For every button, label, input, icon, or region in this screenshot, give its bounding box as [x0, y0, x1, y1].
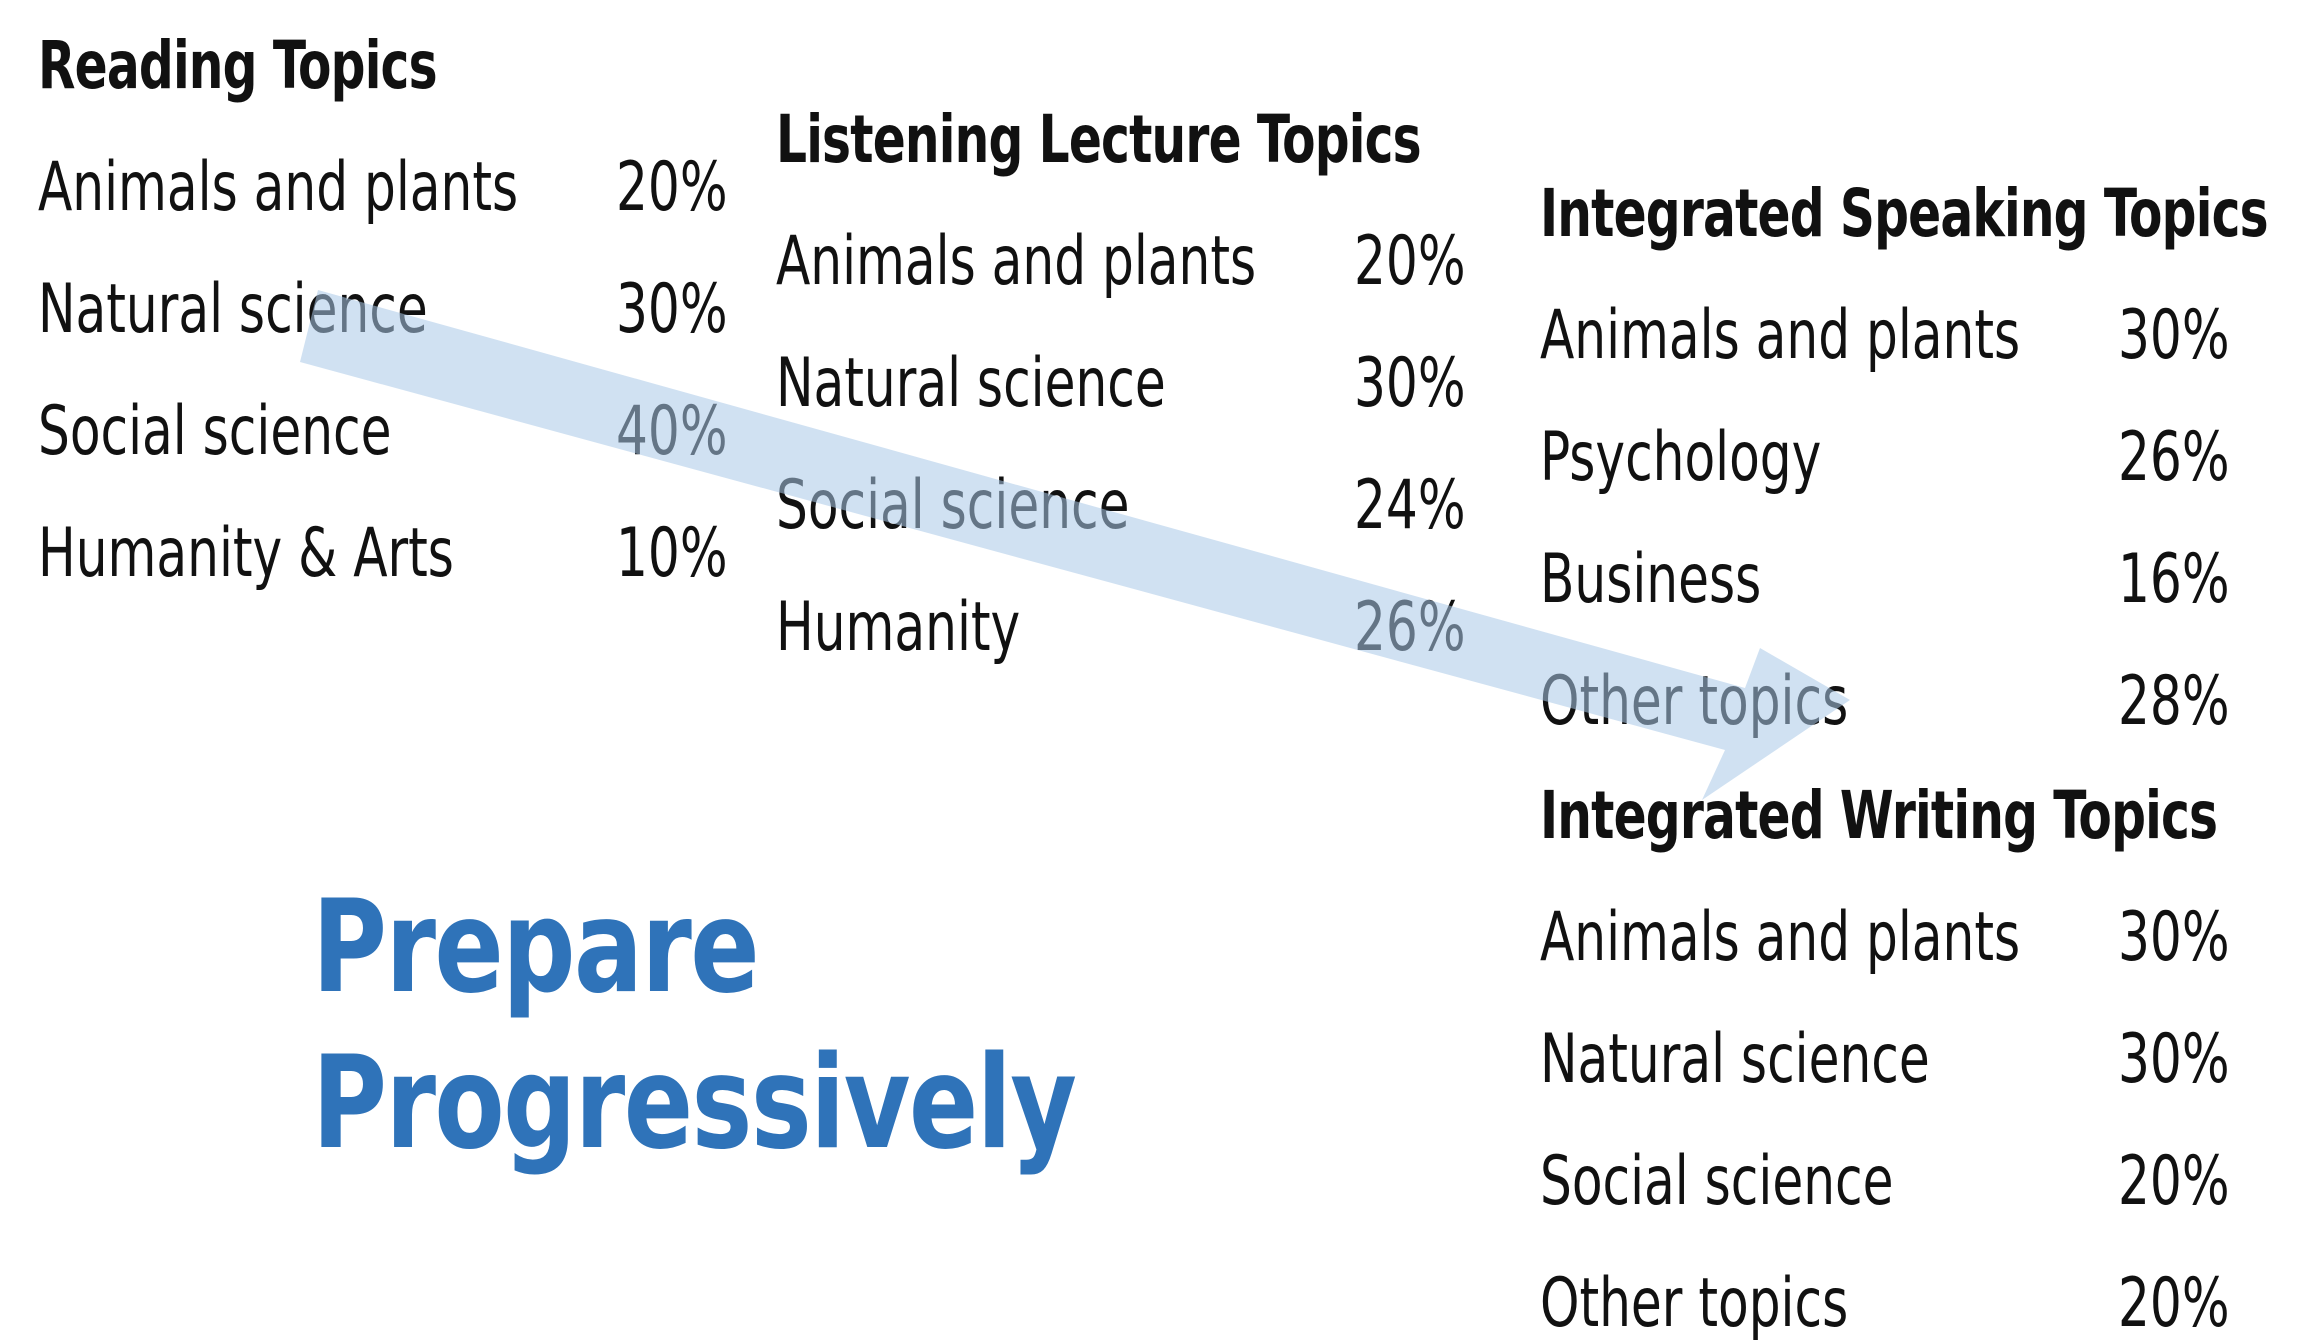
list-item: Animals and plants 20%: [38, 127, 758, 249]
topic-label: Other topics: [1540, 1263, 1849, 1341]
list-item: Animals and plants 30%: [1540, 877, 2260, 999]
topic-label: Psychology: [1540, 417, 1822, 497]
topic-label: Natural science: [38, 269, 428, 349]
topic-percent: 30%: [2118, 295, 2230, 375]
speaking-topics-section: Integrated Speaking Topics Animals and p…: [1540, 175, 2269, 763]
topic-label: Social science: [38, 391, 392, 471]
topic-label: Other topics: [1540, 661, 1849, 741]
writing-topics-title: Integrated Writing Topics: [1540, 777, 2218, 854]
topic-label: Humanity & Arts: [38, 513, 454, 593]
slogan-line-1: Prepare: [312, 873, 760, 1022]
list-item: Animals and plants 20%: [776, 201, 1496, 323]
list-item: Other topics 20%: [1540, 1243, 2260, 1341]
list-item: Natural science 30%: [776, 323, 1496, 445]
slogan-line-2: Progressively: [312, 1029, 1077, 1178]
topic-percent: 30%: [2118, 1019, 2230, 1099]
reading-topics-section: Reading Topics Animals and plants 20% Na…: [38, 27, 758, 615]
writing-topics-section: Integrated Writing Topics Animals and pl…: [1540, 777, 2260, 1341]
topic-percent: 20%: [2118, 1263, 2230, 1341]
topic-label: Animals and plants: [1540, 897, 2021, 977]
topic-label: Animals and plants: [776, 221, 1257, 301]
list-item: Humanity 26%: [776, 567, 1496, 689]
topic-label: Natural science: [1540, 1019, 1930, 1099]
list-item: Natural science 30%: [1540, 999, 2260, 1121]
topic-percent: 26%: [2118, 417, 2230, 497]
list-item: Business 16%: [1540, 519, 2260, 641]
list-item: Social science 24%: [776, 445, 1496, 567]
list-item: Other topics 28%: [1540, 641, 2260, 763]
topic-label: Natural science: [776, 343, 1166, 423]
topic-label: Social science: [776, 465, 1130, 545]
list-item: Social science 40%: [38, 371, 758, 493]
reading-topics-title: Reading Topics: [38, 27, 438, 104]
topic-percent: 16%: [2118, 539, 2230, 619]
topic-percent: 20%: [616, 147, 728, 227]
list-item: Animals and plants 30%: [1540, 275, 2260, 397]
topic-percent: 24%: [1354, 465, 1466, 545]
topic-percent: 40%: [616, 391, 728, 471]
topic-label: Social science: [1540, 1141, 1894, 1221]
topic-label: Humanity: [776, 587, 1021, 667]
topic-percent: 30%: [1354, 343, 1466, 423]
list-item: Psychology 26%: [1540, 397, 2260, 519]
topic-percent: 10%: [616, 513, 728, 593]
topic-label: Animals and plants: [1540, 295, 2021, 375]
listening-topics-section: Listening Lecture Topics Animals and pla…: [776, 101, 1496, 689]
topic-percent: 26%: [1354, 587, 1466, 667]
topic-percent: 20%: [1354, 221, 1466, 301]
list-item: Social science 20%: [1540, 1121, 2260, 1243]
list-item: Natural science 30%: [38, 249, 758, 371]
topic-label: Business: [1540, 539, 1762, 619]
speaking-topics-title: Integrated Speaking Topics: [1540, 175, 2269, 252]
list-item: Humanity & Arts 10%: [38, 493, 758, 615]
topic-percent: 30%: [2118, 897, 2230, 977]
topic-label: Animals and plants: [38, 147, 519, 227]
topic-percent: 28%: [2118, 661, 2230, 741]
slogan: Prepare Progressively: [312, 870, 1077, 1182]
listening-topics-title: Listening Lecture Topics: [776, 101, 1422, 178]
topic-percent: 20%: [2118, 1141, 2230, 1221]
topic-percent: 30%: [616, 269, 728, 349]
